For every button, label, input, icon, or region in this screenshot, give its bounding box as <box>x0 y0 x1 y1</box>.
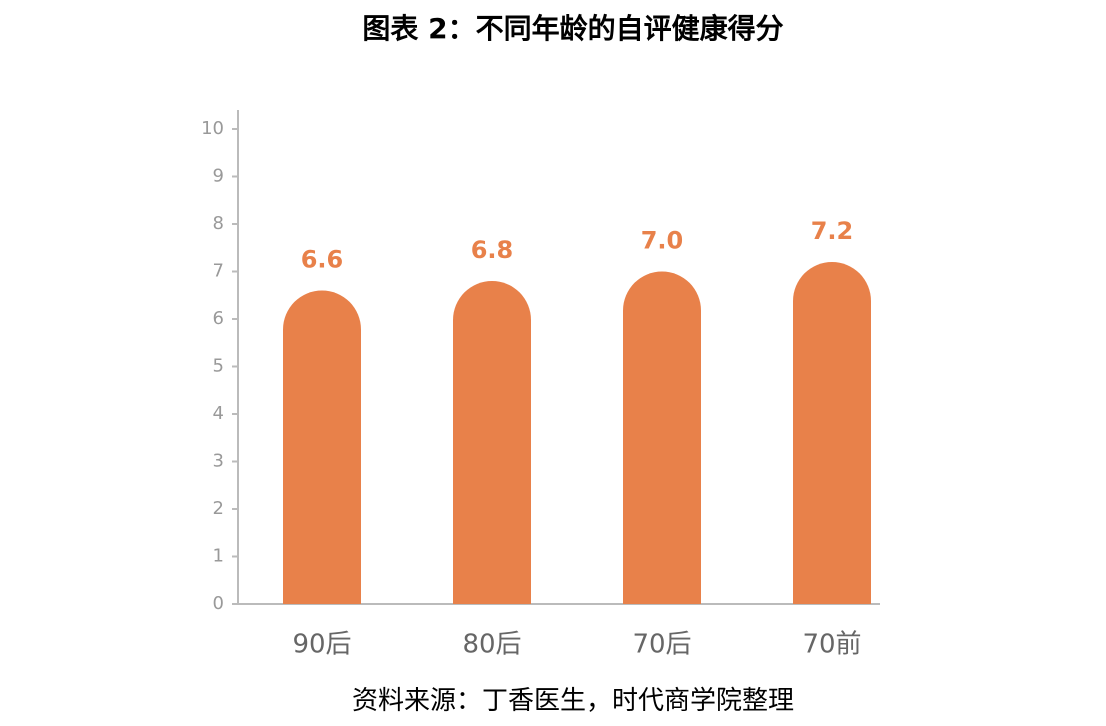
y-tick-label: 3 <box>213 451 224 472</box>
bar <box>453 281 531 604</box>
bar <box>623 271 701 604</box>
y-tick-label: 0 <box>213 593 224 614</box>
x-tick-label: 70前 <box>802 630 861 660</box>
y-tick-label: 9 <box>213 166 224 187</box>
value-label: 6.6 <box>301 246 344 274</box>
x-tick-label: 70后 <box>632 630 691 660</box>
y-tick-label: 1 <box>213 546 224 567</box>
source: 资料来源：丁香医生，时代商学院整理 <box>352 686 794 716</box>
x-tick-label: 90后 <box>292 630 351 660</box>
value-label: 7.0 <box>641 227 684 255</box>
value-label: 6.8 <box>471 236 514 264</box>
y-tick-label: 8 <box>213 213 224 234</box>
chart-title: 图表 2：不同年龄的自评健康得分 <box>362 12 783 45</box>
y-tick-label: 2 <box>213 498 224 519</box>
value-label: 7.2 <box>811 217 854 245</box>
y-tick-label: 4 <box>213 403 224 424</box>
y-tick-label: 10 <box>201 118 224 139</box>
bar <box>283 290 361 604</box>
y-tick-label: 5 <box>213 356 224 377</box>
y-tick-label: 7 <box>213 261 224 282</box>
x-tick-label: 80后 <box>462 630 521 660</box>
bar <box>793 262 871 604</box>
y-tick-label: 6 <box>213 308 224 329</box>
